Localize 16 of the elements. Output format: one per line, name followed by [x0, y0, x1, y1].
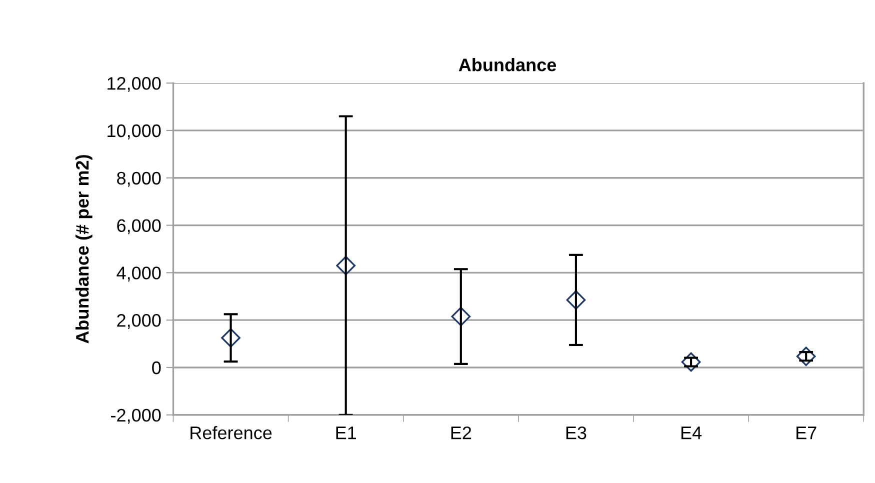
y-tick-label: 2,000 [117, 314, 161, 329]
y-tick-label: 10,000 [108, 124, 161, 140]
y-tick-label: 4,000 [116, 266, 161, 282]
x-tick-label: E7 [796, 426, 816, 440]
y-tick-label: 0 [152, 361, 161, 374]
y-axis-title: Abundance (# per m2) [76, 155, 92, 344]
y-tick-label: 12,000 [108, 77, 161, 92]
y-tick-label: 6,000 [117, 219, 161, 234]
y-tick-label: -2,000 [111, 408, 161, 424]
chart-title: Abundance [458, 58, 556, 72]
x-tick-label: E4 [681, 426, 702, 440]
x-tick-label: Reference [190, 426, 272, 440]
x-tick-label: E2 [451, 426, 472, 440]
y-tick-label: 8,000 [117, 172, 161, 187]
x-tick-label: E3 [566, 426, 586, 440]
x-tick-label: E1 [336, 426, 356, 440]
